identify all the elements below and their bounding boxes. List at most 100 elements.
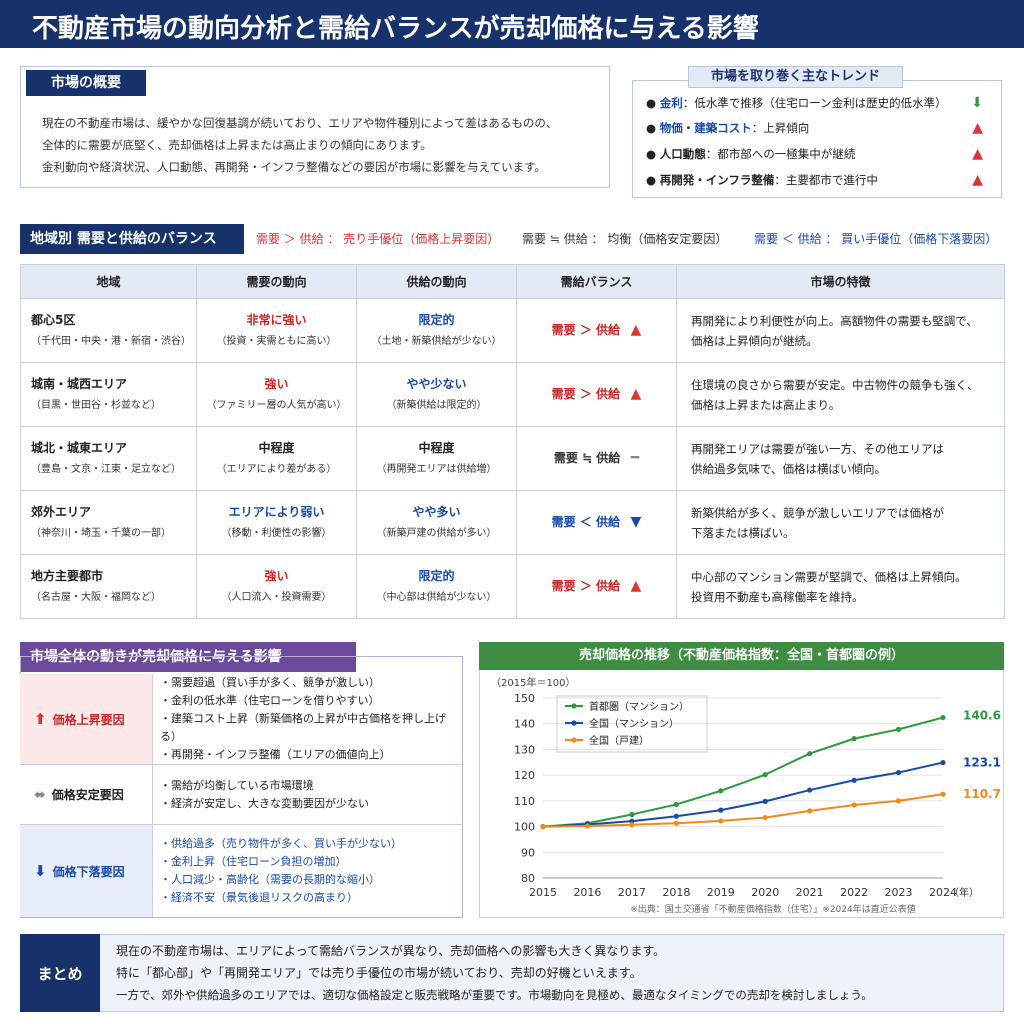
y-tick-label: 120: [514, 769, 535, 782]
x-tick-label: 2021: [796, 886, 824, 899]
data-point: [851, 736, 857, 742]
data-point: [762, 772, 768, 778]
demand-value: 強い: [264, 376, 289, 391]
feature-line: 新築供給が多く、競争が激しいエリアでは価格が: [691, 505, 944, 520]
feature-cell: 新築供給が多く、競争が激しいエリアでは価格が 下落または横ばい。: [676, 490, 1005, 555]
region-cell: 郊外エリア （神奈川・埼玉・千葉の一部）: [20, 490, 197, 555]
down-arrow-icon: ⬇: [34, 862, 47, 880]
overview-line: 全体的に需要が底堅く、売却価格は上昇または高止まりの傾向にあります。: [42, 138, 432, 152]
list-item: ・建築コスト上昇（新築価格の上昇が中古価格を押し上げる）: [160, 712, 446, 743]
supply-note: （再開発エリアは供給増）: [376, 463, 497, 475]
col-header: 地域: [20, 264, 197, 299]
feature-line: 再開発エリアは需要が強い一方、その他エリアは: [691, 441, 944, 456]
balance-value: 需要 ≒ 供給: [553, 451, 621, 465]
x-tick-label: 2024: [929, 886, 957, 899]
up-triangle-icon: ▲: [972, 120, 983, 136]
table-row: 地方主要都市 （名古屋・大阪・福岡など） 強い （人口流入・投資需要） 限定的 （中心部は…: [20, 554, 1005, 619]
region-areas: （千代田・中央・港・新宿・渋谷）: [31, 335, 191, 347]
list-item: ・金利の低水準（住宅ローンを借りやすい）: [160, 694, 380, 707]
x-tick-label: 2022: [840, 886, 868, 899]
trend-label: 金利: [659, 96, 683, 110]
feature-line: 価格は上昇または高止まり。: [691, 397, 841, 412]
balance-value: 需要 ＜ 供給: [551, 515, 621, 529]
supply-cell: 限定的 （中心部は供給が少ない）: [356, 554, 517, 619]
table-row: 城北・城東エリア （豊島・文京・江東・足立など） 中程度 （エリアにより差がある） 中程…: [20, 426, 1005, 491]
impact-row-stable: ⬌ 価格安定要因 ・需給が均衡している市場環境 ・経済が安定し、大きな変動要因が少…: [20, 764, 463, 824]
balance-cell: 需要 ＞ 供給 ▲: [516, 554, 677, 619]
data-point: [540, 823, 546, 830]
feature-line: 中心部のマンション需要が堅調で、価格は上昇傾向。: [691, 569, 967, 584]
balance-cell: 需要 ＜ 供給 ▼: [516, 490, 677, 555]
data-point: [807, 787, 813, 793]
data-point: [718, 788, 724, 794]
trend-text: ：主要都市で進行中: [774, 173, 878, 187]
data-point: [807, 808, 813, 814]
impact-label: ⬆ 価格上昇要因: [20, 674, 153, 764]
chart-source-note: ※出典：国土交通省「不動産価格指数（住宅）」※2024年は直近公表値: [630, 903, 916, 915]
balance-icon: ▲: [630, 322, 642, 338]
list-item: ・経済が安定し、大きな変動要因が少ない: [160, 796, 369, 810]
trend-item: ● 物価・建築コスト：上昇傾向 ▲: [646, 117, 991, 139]
balance-icon: ▲: [630, 578, 642, 594]
region-name: 城南・城西エリア: [31, 376, 128, 391]
price-index-chart: （2015年＝100） 80 90 100 110 120 130 140 150 2015 201…: [491, 676, 1001, 915]
balance-cell: 需要 ＞ 供給 ▲: [516, 362, 677, 427]
y-tick-label: 100: [514, 821, 535, 834]
data-point: [629, 818, 635, 824]
supply-cell: やや少ない （新築供給は限定的）: [356, 362, 517, 427]
feature-line: 供給過多気味で、価格は横ばい傾向。: [691, 461, 887, 476]
feature-cell: 再開発により利便性が向上。高額物件の需要も堅調で、 価格は上昇傾向が継続。: [676, 298, 1005, 363]
supply-value: やや少ない: [406, 376, 467, 391]
trend-text: ：都市部への一極集中が継続: [705, 147, 856, 161]
data-point: [673, 813, 679, 819]
supply-value: 中程度: [418, 440, 455, 455]
x-tick-label: 2020: [751, 886, 779, 899]
data-point: [895, 726, 902, 732]
region-areas: （豊島・文京・江東・足立など）: [31, 463, 181, 475]
impact-tag: 市場全体の動きが売却価格に与える影響: [20, 642, 356, 672]
summary-line: 特に「都心部」や「再開発エリア」では売り手優位の市場が続いており、売却の好機とい…: [116, 966, 642, 980]
data-point: [718, 807, 724, 813]
demand-value: 非常に強い: [246, 312, 307, 327]
data-point: [762, 814, 768, 821]
list-item: ・金利上昇（住宅ローン負担の増加）: [160, 855, 347, 868]
trends-box: [632, 80, 1002, 198]
data-point: [851, 802, 857, 808]
supply-value: やや多い: [412, 504, 461, 519]
list-item: ・供給過多（売り物件が多く、買い手が少ない）: [160, 837, 402, 850]
y-tick-label: 110: [514, 795, 535, 808]
data-point: [807, 750, 813, 757]
list-item: ・人口減少・高齢化（需要の長期的な縮小）: [160, 873, 380, 886]
balance-icon: ▲: [630, 386, 642, 402]
legend-seller: 需要 ＞ 供給 ： 売り手優位（価格上昇要因）: [256, 232, 500, 246]
data-point: [629, 822, 635, 828]
impact-label: ⬇ 価格下落要因: [20, 825, 153, 917]
balance-cell: 需要 ≒ 供給 ━: [516, 426, 677, 491]
stable-icon: ⬌: [34, 786, 46, 803]
data-point: [940, 791, 946, 797]
demand-cell: 強い （ファミリー層の人気が高い）: [196, 362, 357, 427]
data-point: [940, 714, 946, 721]
list-item: ・需要超過（買い手が多く、競争が激しい）: [160, 676, 380, 689]
region-areas: （神奈川・埼玉・千葉の一部）: [31, 527, 171, 539]
legend-marker: [571, 703, 577, 709]
up-arrow-icon: ⬆: [34, 710, 47, 728]
legend-marker: [571, 737, 577, 743]
summary-line: 一方で、郊外や供給過多のエリアでは、適切な価格設定と販売戦略が重要です。市場動向…: [116, 988, 873, 1002]
supply-value: 限定的: [418, 568, 455, 583]
summary-line: 現在の不動産市場は、エリアによって需給バランスが異なり、売却価格への影響も大きく…: [116, 944, 666, 958]
table-row: 都心5区 （千代田・中央・港・新宿・渋谷） 非常に強い （投資・実需ともに高い） 限定的…: [20, 298, 1005, 363]
summary-tag: まとめ: [20, 934, 100, 1012]
x-tick-label: 2017: [618, 886, 646, 899]
data-point: [851, 777, 857, 783]
end-value-label: 123.1: [963, 756, 1001, 770]
demand-note: （人口流入・投資需要）: [221, 591, 332, 603]
x-axis-unit: （年）: [949, 886, 979, 899]
trend-item: ● 人口動態：都市部への一極集中が継続 ▲: [646, 143, 991, 165]
impact-row-down: ⬇ 価格下落要因 ・供給過多（売り物件が多く、買い手が少ない） ・金利上昇（住宅ロ…: [20, 824, 463, 917]
supply-value: 限定的: [418, 312, 455, 327]
supply-note: （新築戸建の供給が多い）: [376, 527, 497, 539]
x-tick-label: 2018: [662, 886, 690, 899]
impact-label-text: 価格安定要因: [51, 788, 124, 802]
supply-cell: やや多い （新築戸建の供給が多い）: [356, 490, 517, 555]
